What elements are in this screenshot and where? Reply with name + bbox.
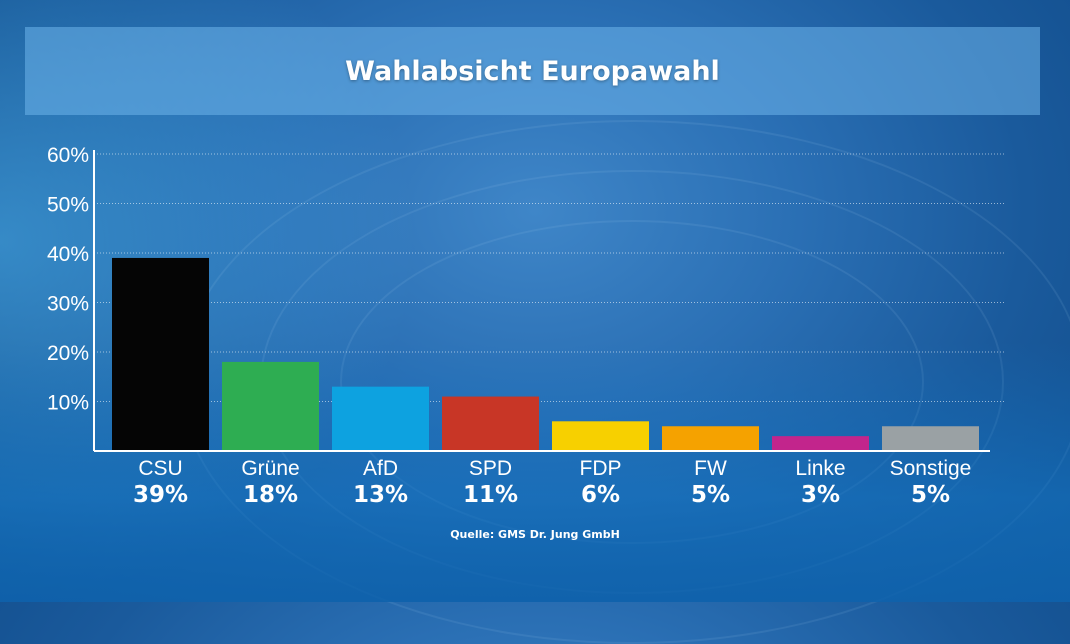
value-label: 39%	[133, 482, 188, 508]
title-bar: Wahlabsicht Europawahl	[25, 27, 1040, 115]
y-tick-label: 60%	[47, 144, 89, 167]
value-label: 18%	[243, 482, 298, 508]
value-label: 5%	[691, 482, 730, 508]
value-label: 13%	[353, 482, 408, 508]
value-label: 11%	[463, 482, 518, 508]
category-label: Sonstige	[890, 457, 972, 480]
y-tick-label: 40%	[47, 243, 89, 266]
bar-afd	[332, 386, 429, 451]
category-label: AfD	[363, 457, 398, 480]
value-label: 6%	[581, 482, 620, 508]
value-label: 5%	[911, 482, 950, 508]
category-label: Grüne	[241, 457, 299, 480]
bar-fdp	[552, 421, 649, 451]
bar-grüne	[222, 361, 319, 451]
chart-title: Wahlabsicht Europawahl	[345, 55, 720, 87]
category-label: CSU	[138, 457, 182, 480]
bar-linke	[772, 436, 869, 451]
bar-csu	[112, 257, 209, 451]
category-label: FDP	[580, 457, 622, 480]
category-label: Linke	[795, 457, 845, 480]
bar-spd	[442, 396, 539, 451]
source-note: Quelle: GMS Dr. Jung GmbH	[450, 528, 620, 541]
y-tick-label: 50%	[47, 194, 89, 217]
bar-fw	[662, 426, 759, 451]
value-label: 3%	[801, 482, 840, 508]
y-tick-label: 20%	[47, 342, 89, 365]
category-label: FW	[694, 457, 727, 480]
y-tick-label: 10%	[47, 392, 89, 415]
y-tick-label: 30%	[47, 293, 89, 316]
category-label: SPD	[469, 457, 512, 480]
bar-sonstige	[882, 426, 979, 451]
